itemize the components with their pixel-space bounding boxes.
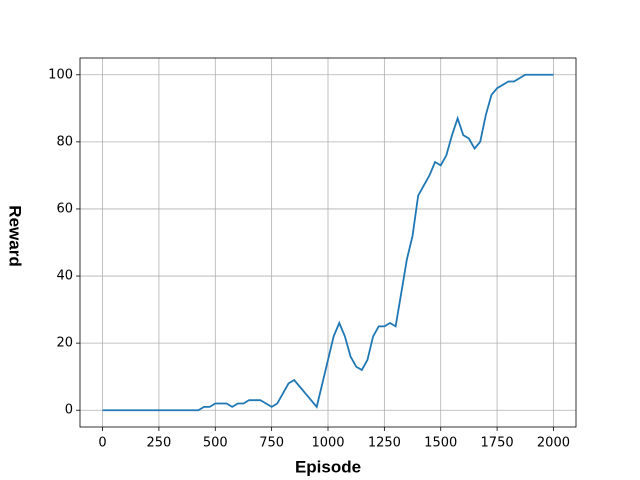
x-tick-label: 2000 — [537, 436, 570, 451]
x-tick-label: 1000 — [311, 436, 344, 451]
y-tick-label: 100 — [48, 67, 73, 82]
x-axis-label: Episode — [295, 457, 361, 476]
x-tick-label: 1500 — [424, 436, 457, 451]
x-tick-label: 500 — [203, 436, 228, 451]
x-tick-label: 750 — [259, 436, 284, 451]
y-tick-label: 0 — [65, 403, 73, 418]
x-tick-label: 250 — [146, 436, 171, 451]
data-line — [102, 73, 554, 412]
y-tick-label: 60 — [56, 201, 73, 216]
axes-frame — [79, 57, 577, 428]
x-tick-label: 0 — [98, 436, 106, 451]
y-tick-label: 20 — [56, 336, 73, 351]
y-tick-label: 40 — [56, 269, 73, 284]
y-tick-label: 80 — [56, 134, 73, 149]
y-axis-label: Reward — [6, 205, 25, 266]
x-tick-label: 1750 — [481, 436, 514, 451]
x-tick-label: 1250 — [368, 436, 401, 451]
